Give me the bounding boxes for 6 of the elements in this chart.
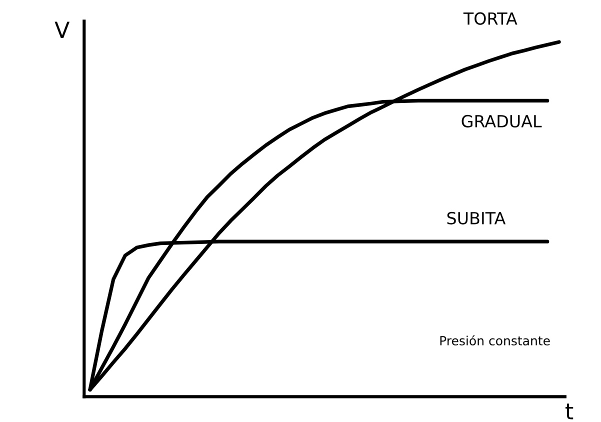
y-axis-title: V [54, 22, 70, 38]
x-axis-title: t [566, 404, 574, 420]
series-label: GRADUAL [462, 114, 542, 128]
series-label: TORTA [463, 12, 518, 25]
series-label: SUBITA [447, 212, 506, 224]
annotation: Presión constante [440, 335, 550, 346]
